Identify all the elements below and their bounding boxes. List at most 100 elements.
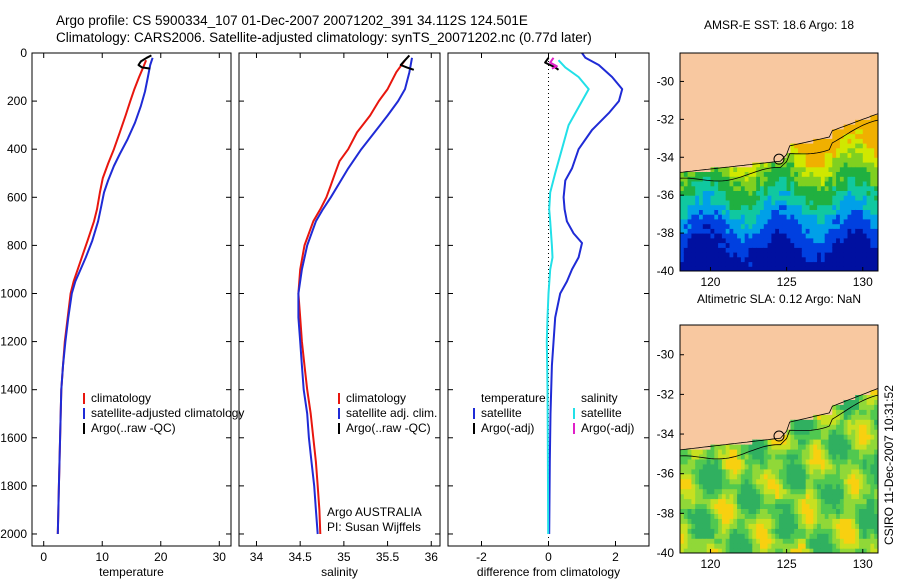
sla-cell (798, 409, 803, 415)
sst-cell (870, 218, 875, 225)
sla-cell (839, 448, 845, 455)
sla-cell (782, 478, 788, 485)
sst-cell (859, 81, 864, 87)
sla-cell (794, 339, 799, 346)
sst-cell (775, 62, 780, 68)
sla-cell (866, 548, 871, 553)
sla-cell (706, 508, 712, 514)
sst-cell (695, 143, 700, 149)
sla-cell (786, 419, 791, 425)
sst-cell (847, 195, 852, 201)
sst-cell (798, 124, 803, 130)
sla-cell (798, 424, 803, 430)
sla-cell (744, 468, 750, 475)
sst-cell (828, 95, 833, 101)
sla-cell (733, 389, 738, 395)
sst-cell (744, 199, 750, 206)
sst-cell (870, 252, 875, 258)
sla-cell (706, 389, 712, 395)
sst-cell (809, 185, 814, 191)
sla-cell (786, 344, 791, 351)
sla-cell (820, 414, 826, 420)
sla-cell (744, 429, 750, 435)
sst-cell (687, 218, 692, 225)
sla-cell (683, 468, 689, 475)
sla-cell (714, 493, 719, 500)
sla-cell (752, 483, 757, 490)
sla-cell (839, 394, 845, 400)
sst-cell (775, 109, 780, 116)
sst-cell (756, 247, 761, 253)
sla-cell (809, 359, 814, 366)
sla-cell (706, 548, 712, 553)
sla-cell (794, 359, 799, 366)
sst-cell (767, 190, 772, 196)
sst-cell (748, 171, 753, 177)
sst-cell (794, 171, 799, 177)
sla-cell (721, 354, 727, 361)
sst-cell (775, 72, 780, 78)
sla-cell (782, 548, 788, 553)
sla-cell (740, 330, 746, 336)
sla-cell (809, 503, 814, 509)
sst-cell (740, 162, 746, 168)
sla-cell (710, 444, 715, 450)
sst-cell (706, 81, 712, 87)
sla-cell (702, 334, 708, 341)
sla-cell (756, 458, 761, 465)
sst-cell (866, 223, 871, 229)
sla-cell (702, 498, 708, 505)
sst-cell (710, 119, 715, 125)
sst-cell (801, 256, 807, 263)
sst-cell (828, 67, 833, 73)
sla-cell (680, 414, 685, 420)
sst-cell (752, 256, 757, 263)
sla-cell (862, 508, 868, 514)
sst-cell (699, 242, 704, 248)
sst-cell (687, 100, 692, 106)
sla-cell (779, 389, 784, 395)
sst-cell (801, 124, 807, 130)
sla-cell (859, 503, 864, 509)
sst-cell (828, 152, 833, 158)
sst-cell (687, 57, 692, 63)
sla-cell (874, 508, 878, 514)
sst-cell (801, 86, 807, 92)
sst-cell (786, 100, 791, 106)
sla-cell (798, 508, 803, 514)
sst-cell (763, 247, 769, 253)
sst-cell (870, 171, 875, 177)
sst-cell (729, 256, 734, 263)
sst-cell (687, 53, 692, 59)
sst-cell (779, 233, 784, 239)
sst-cell (870, 256, 875, 263)
sla-cell (687, 444, 692, 450)
sst-cell (687, 124, 692, 130)
sla-cell (699, 409, 704, 415)
sla-cell (851, 384, 856, 391)
sst-cell (859, 67, 864, 73)
sla-cell (801, 533, 807, 539)
sst-cell (794, 105, 799, 111)
sst-cell (786, 90, 791, 97)
sla-cell (809, 404, 814, 410)
sla-cell (870, 548, 875, 553)
sla-cell (740, 488, 746, 495)
sla-cell (721, 543, 727, 549)
sst-cell (874, 256, 878, 263)
sst-cell (817, 72, 822, 78)
sst-cell (786, 199, 791, 206)
sla-cell (862, 458, 868, 465)
sla-cell (839, 389, 845, 395)
temperature-xtick-label: 20 (154, 550, 168, 564)
sla-cell (813, 478, 818, 485)
sst-cell (706, 266, 712, 271)
depth-tick-label: 800 (7, 238, 27, 252)
sst-cell (740, 266, 746, 271)
sla-cell (748, 404, 753, 410)
sla-cell (767, 409, 772, 415)
sst-cell (763, 228, 769, 234)
sst-cell (760, 100, 765, 106)
sla-cell (870, 458, 875, 465)
sst-cell (843, 204, 849, 210)
